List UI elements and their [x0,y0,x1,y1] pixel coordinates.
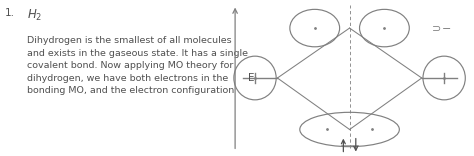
Text: 1.: 1. [4,8,15,18]
Text: E: E [247,73,254,83]
Text: $\supset\!\!-$: $\supset\!\!-$ [429,23,452,33]
Text: Dihydrogen is the smallest of all molecules
and exists in the gaseous state. It : Dihydrogen is the smallest of all molecu… [27,36,248,95]
Text: $H_2$: $H_2$ [27,8,42,23]
